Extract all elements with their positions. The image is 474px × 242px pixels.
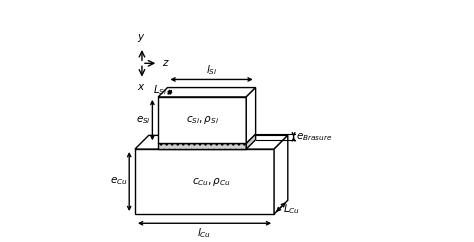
Text: $e_{Cu}$: $e_{Cu}$ — [110, 176, 128, 188]
Text: $L_{Cu}$: $L_{Cu}$ — [283, 203, 301, 216]
Text: $c_{Cu}, \rho_{Cu}$: $c_{Cu}, \rho_{Cu}$ — [192, 175, 231, 188]
Text: $l_{Si}$: $l_{Si}$ — [206, 63, 217, 77]
Polygon shape — [158, 97, 246, 143]
Text: $x$: $x$ — [137, 82, 145, 92]
Text: $c_{Si}, \rho_{Si}$: $c_{Si}, \rho_{Si}$ — [186, 114, 219, 126]
Text: $z$: $z$ — [162, 58, 169, 68]
Text: $L_{Si}$: $L_{Si}$ — [153, 83, 167, 97]
Text: $e_{Si}$: $e_{Si}$ — [136, 114, 151, 126]
Polygon shape — [158, 134, 255, 143]
Text: $y$: $y$ — [137, 32, 145, 44]
Polygon shape — [158, 88, 255, 97]
Polygon shape — [135, 149, 274, 214]
Polygon shape — [135, 135, 288, 149]
Polygon shape — [246, 134, 255, 149]
Polygon shape — [246, 88, 255, 143]
Polygon shape — [158, 143, 246, 149]
Text: $l_{Cu}$: $l_{Cu}$ — [198, 226, 212, 240]
Text: $e_{Brasure}$: $e_{Brasure}$ — [296, 131, 332, 143]
Polygon shape — [274, 135, 288, 214]
